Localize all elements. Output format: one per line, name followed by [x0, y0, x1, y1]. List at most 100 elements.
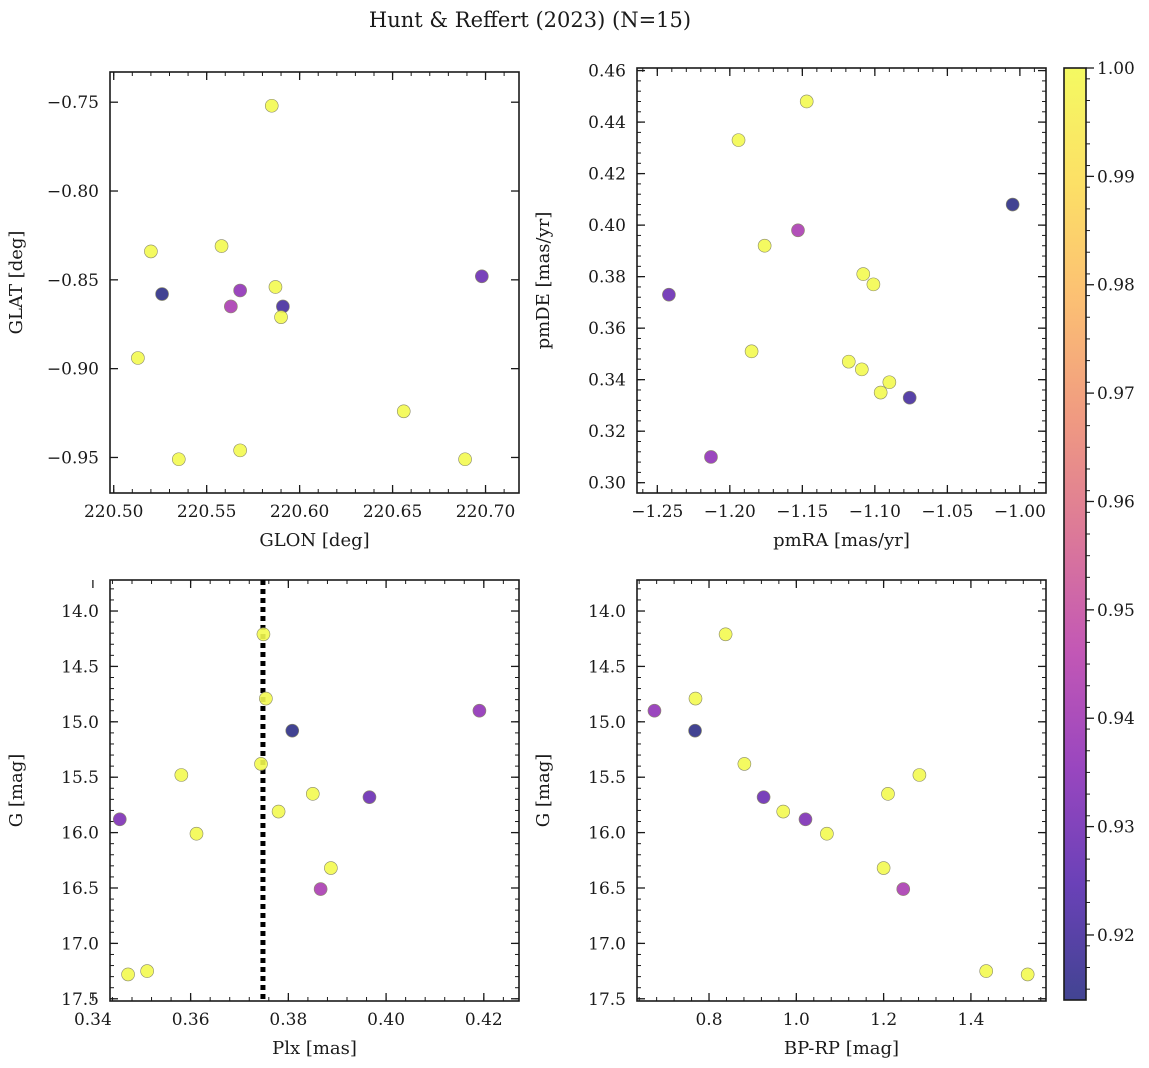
x-tick-label: −1.00	[994, 502, 1046, 522]
scatter-point	[882, 375, 897, 390]
scatter-point	[1005, 197, 1020, 212]
scatter-point	[902, 390, 917, 405]
x-tick-label: 1.0	[783, 1010, 810, 1030]
x-tick-label: −1.20	[704, 502, 756, 522]
scatter-point	[798, 812, 813, 827]
scatter-point	[731, 133, 746, 147]
x-tick-label: 0.38	[269, 1010, 307, 1030]
scatter-point	[1020, 967, 1035, 982]
axes-frame	[636, 579, 1047, 1002]
scatter-point	[189, 826, 204, 841]
scatter-point	[174, 768, 189, 782]
scatter-point	[718, 627, 733, 642]
y-tick-label: 17.0	[588, 934, 626, 954]
colorbar: 0.92 0.93 0.94 0.95 0.96 0.97 0.98 0.99 1.00	[1063, 59, 1135, 1001]
colorbar-tick-label: 0.94	[1097, 709, 1135, 729]
scatter-point	[855, 362, 869, 377]
y-tick-label: 14.5	[61, 657, 99, 677]
x-tick-label: −1.25	[631, 502, 683, 522]
scatter-point	[737, 757, 752, 771]
colorbar-tick-label: 0.95	[1097, 601, 1135, 621]
panel-glon-glat: 220.50 220.55 220.60 220.65 220.70 −0.75 −0.80…	[6, 71, 520, 551]
y-tick-label: 0.34	[588, 371, 626, 391]
x-tick-label: 0.42	[465, 1010, 503, 1030]
y-tick-label: 16.0	[61, 824, 99, 844]
colorbar-tick-label: 0.97	[1097, 384, 1135, 404]
y-tick-label: 17.5	[61, 990, 99, 1010]
y-tick-label: 0.36	[588, 319, 626, 339]
y-tick-label: 17.5	[588, 990, 626, 1010]
scatter-point	[144, 244, 158, 259]
colorbar-gradient	[1063, 67, 1087, 1001]
y-tick-label: 14.0	[61, 602, 99, 622]
y-tick-label: 15.0	[61, 713, 99, 733]
scatter-point	[876, 861, 891, 875]
colorbar-tick-label: 0.92	[1097, 926, 1135, 946]
axes-frame	[109, 71, 520, 494]
y-tick-label: 0.46	[588, 62, 626, 82]
scatter-point	[472, 703, 487, 718]
scatter-point	[688, 723, 702, 738]
x-tick-label: 0.8	[695, 1010, 722, 1030]
x-tick-label: 1.4	[957, 1010, 984, 1030]
scatter-point	[233, 283, 247, 298]
scatter-point	[912, 768, 927, 782]
scatter-point	[254, 757, 268, 771]
scatter-point	[233, 443, 247, 458]
axes-frame	[109, 579, 520, 1002]
scatter-point	[121, 967, 135, 982]
y-tick-label: −0.90	[47, 360, 99, 380]
scatter-point	[757, 238, 772, 253]
y-tick-label: −0.95	[47, 448, 99, 468]
y-tick-label: 15.5	[588, 768, 626, 788]
y-tick-label: 16.5	[61, 879, 99, 899]
scatter-point	[112, 812, 127, 827]
scatter-point	[704, 450, 718, 464]
x-tick-label: −1.10	[849, 502, 901, 522]
y-tick-label: 15.0	[588, 713, 626, 733]
scatter-point	[776, 804, 791, 819]
x-tick-label: 1.2	[870, 1010, 897, 1030]
x-tick-label: 220.70	[456, 502, 515, 522]
colorbar-tick-label: 0.98	[1097, 276, 1135, 296]
x-tick-label: 220.60	[270, 502, 329, 522]
panel-bprp-g: 0.8 1.0 1.2 1.4 14.0 14.5 15.0 15.5 16.0 16.5 17.0…	[533, 579, 1047, 1059]
y-tick-label: 0.42	[588, 165, 626, 185]
colorbar-tick-label: 1.00	[1097, 59, 1135, 79]
scatter-point	[285, 723, 300, 738]
scatter-point	[866, 277, 881, 292]
scatter-point	[881, 787, 895, 801]
scatter-point	[856, 267, 871, 281]
y-tick-label: 17.0	[61, 934, 99, 954]
panel-plx-g: 0.34 0.36 0.38 0.40 0.42 14.0 14.5 15.0 15.5 16.0…	[6, 579, 520, 1059]
y-tick-label: 0.44	[588, 113, 626, 133]
x-axis-label: pmRA [mas/yr]	[773, 530, 910, 551]
scatter-point	[305, 787, 320, 801]
x-tick-label: 220.50	[84, 502, 143, 522]
x-tick-label: −1.05	[921, 502, 973, 522]
y-axis-label: pmDE [mas/yr]	[533, 212, 554, 350]
axes-frame	[636, 67, 1047, 494]
colorbar-tick-label: 0.93	[1097, 818, 1135, 838]
y-tick-label: −0.85	[47, 271, 99, 291]
y-tick-label: 14.0	[588, 602, 626, 622]
y-tick-label: 16.5	[588, 879, 626, 899]
scatter-point	[791, 223, 805, 238]
x-axis-label: Plx [mas]	[272, 1038, 357, 1059]
scatter-point	[313, 882, 328, 896]
y-axis-label: G [mag]	[533, 754, 554, 827]
scatter-point	[647, 703, 662, 718]
scatter-point	[475, 269, 489, 284]
scatter-point	[820, 826, 834, 841]
scatter-point	[214, 239, 229, 253]
y-tick-label: −0.80	[47, 182, 99, 202]
y-axis-label: G [mag]	[6, 754, 27, 827]
scatter-point	[979, 964, 993, 978]
figure-title: Hunt & Reffert (2023) (N=15)	[369, 8, 691, 32]
y-tick-label: 0.40	[588, 216, 626, 236]
x-axis-label: BP-RP [mag]	[784, 1038, 899, 1059]
scatter-point	[396, 404, 411, 419]
x-tick-label: 0.40	[367, 1010, 405, 1030]
scatter-point	[756, 790, 771, 804]
